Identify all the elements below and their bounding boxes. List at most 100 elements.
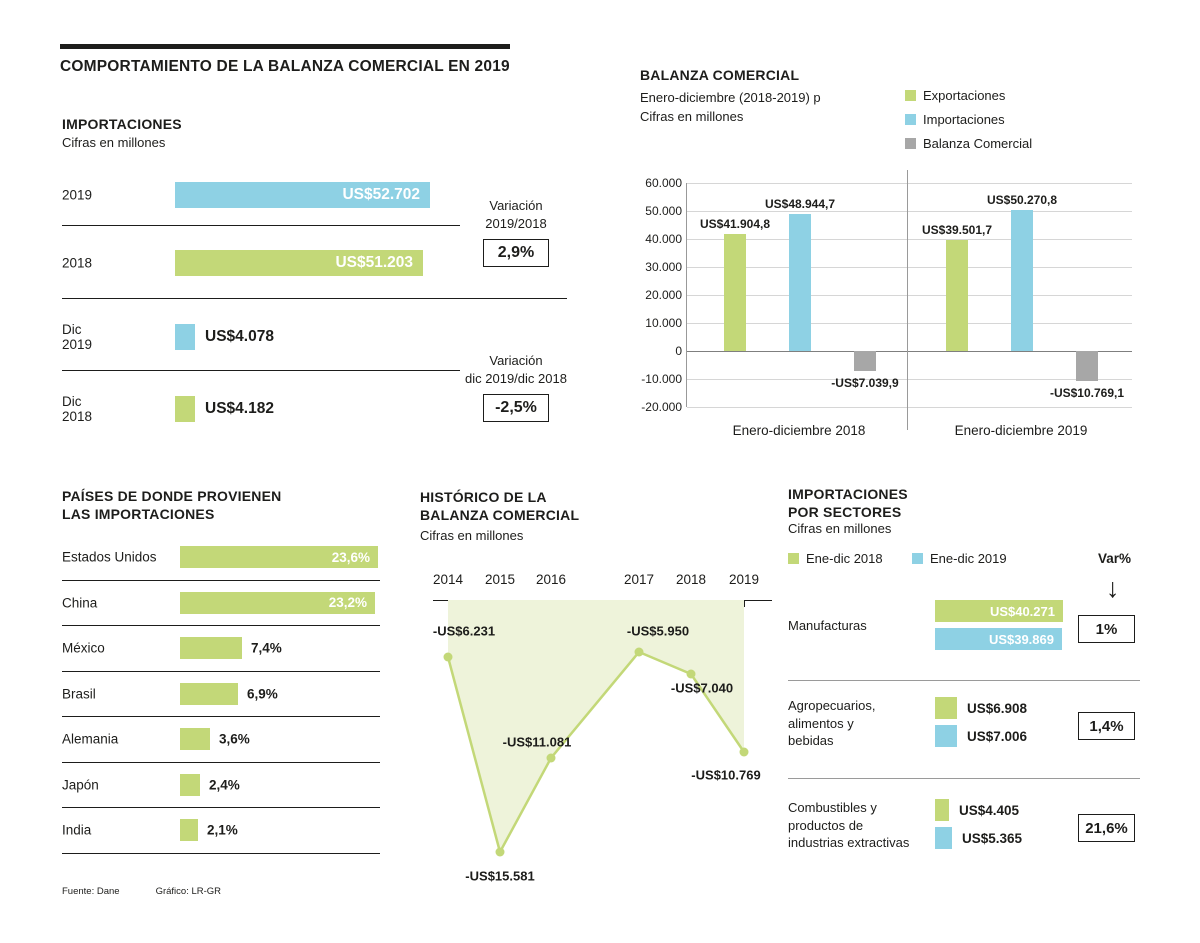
y-axis-tick-label: -10.000 bbox=[641, 372, 682, 386]
bar-value-label: US$50.270,8 bbox=[986, 193, 1058, 207]
year-label-2019: 2019 bbox=[62, 187, 93, 203]
data-point bbox=[739, 747, 749, 757]
country-value: 6,9% bbox=[247, 686, 278, 702]
legend-swatch-ene-dic-2019 bbox=[912, 553, 923, 564]
point-value-label: -US$10.769 bbox=[691, 767, 761, 783]
legend-label-ene-dic-2019: Ene-dic 2019 bbox=[930, 551, 1007, 566]
data-point bbox=[495, 847, 505, 857]
bar-value-label: -US$10.769,1 bbox=[1049, 386, 1125, 400]
sector-bar bbox=[935, 697, 957, 719]
country-label: Alemania bbox=[62, 731, 119, 747]
country-bar: 23,6% bbox=[180, 546, 378, 569]
import-bar-2019: US$52.702 bbox=[175, 182, 430, 208]
y-axis-tick-label: 30.000 bbox=[645, 260, 682, 274]
import-value-dic-2018: US$4.182 bbox=[205, 400, 274, 417]
country-bar bbox=[180, 637, 242, 660]
separator-line bbox=[62, 225, 460, 226]
y-axis-tick-label: 20.000 bbox=[645, 288, 682, 302]
sector-value: US$5.365 bbox=[962, 830, 1023, 846]
sector-bar bbox=[935, 799, 949, 821]
data-point bbox=[546, 753, 556, 763]
sectores-title: IMPORTACIONES POR SECTORES bbox=[788, 486, 908, 521]
sector-row: Combustibles y productos de industrias e… bbox=[788, 799, 1140, 855]
sector-bar: US$40.271 bbox=[935, 600, 1063, 622]
country-bar bbox=[180, 682, 238, 705]
y-axis-tick-label: 40.000 bbox=[645, 232, 682, 246]
country-label: México bbox=[62, 640, 105, 656]
sectores-legend: Ene-dic 2018 Ene-dic 2019 Var% bbox=[788, 551, 1140, 567]
importaciones-subtitle: Cifras en millones bbox=[62, 135, 166, 150]
year-label: 2015 bbox=[484, 572, 516, 587]
panel-importaciones: IMPORTACIONES Cifras en millones 2019 US… bbox=[62, 115, 572, 445]
y-axis-tick-label: 50.000 bbox=[645, 204, 682, 218]
gridline bbox=[687, 351, 1132, 352]
axis-tick bbox=[744, 601, 745, 607]
gridline bbox=[687, 379, 1132, 380]
country-value: 23,6% bbox=[331, 549, 370, 565]
page-title: COMPORTAMIENTO DE LA BALANZA COMERCIAL E… bbox=[60, 58, 510, 75]
sectores-subtitle: Cifras en millones bbox=[788, 521, 892, 536]
down-arrow-icon: ↓ bbox=[1106, 573, 1120, 603]
variation-monthly-label: Variación dic 2019/dic 2018 bbox=[465, 353, 567, 386]
sector-bar bbox=[935, 827, 952, 849]
legend-swatch-importaciones bbox=[905, 114, 916, 125]
country-value: 23,2% bbox=[328, 595, 367, 611]
country-value: 3,6% bbox=[219, 731, 250, 747]
legend-label-importaciones: Importaciones bbox=[923, 112, 1005, 127]
data-point bbox=[634, 647, 644, 657]
gridline bbox=[687, 323, 1132, 324]
variation-monthly-block: Variación dic 2019/dic 2018 -2,5% bbox=[460, 352, 572, 423]
sector-bar bbox=[935, 725, 957, 747]
sector-value: US$39.869 bbox=[988, 631, 1054, 647]
sector-label: Combustibles y productos de industrias e… bbox=[788, 800, 910, 851]
sectores-rows: Manufacturas US$40.271 US$39.869 1% Agropecu… bbox=[788, 485, 1140, 895]
balanza-bar-importaciones bbox=[1011, 210, 1033, 351]
legend-item-balanza: Balanza Comercial bbox=[905, 136, 1032, 151]
variation-annual-block: Variación 2019/2018 2,9% bbox=[460, 197, 572, 268]
point-value-label: -US$11.081 bbox=[502, 734, 572, 750]
sector-label: Agropecuarios, alimentos y bebidas bbox=[788, 698, 876, 749]
var-percent-header: Var% bbox=[1098, 551, 1132, 566]
trend-line bbox=[446, 650, 746, 856]
country-value: 2,4% bbox=[209, 777, 240, 793]
balanza-units: Cifras en millones bbox=[640, 109, 744, 124]
country-label: China bbox=[62, 595, 98, 611]
point-value-label: -US$5.950 bbox=[626, 623, 690, 639]
variation-percent-box: 1,4% bbox=[1078, 712, 1135, 740]
variation-annual-value-box: 2,9% bbox=[483, 239, 549, 268]
year-label: 2018 bbox=[675, 572, 707, 587]
data-point bbox=[443, 652, 453, 662]
sector-row: Manufacturas US$40.271 US$39.869 1% bbox=[788, 600, 1140, 656]
period-label-dic-2019: Dic 2019 bbox=[62, 322, 93, 352]
import-bar-dic-2019 bbox=[175, 324, 195, 350]
country-bar bbox=[180, 773, 200, 796]
sector-label: Manufacturas bbox=[788, 618, 867, 633]
year-label: 2019 bbox=[728, 572, 760, 587]
gridline bbox=[687, 183, 1132, 184]
paises-title: PAÍSES DE DONDE PROVIENEN LAS IMPORTACIO… bbox=[62, 488, 282, 523]
balanza-subtitle: Enero-diciembre (2018-2019) p bbox=[640, 90, 821, 105]
legend-swatch-exportaciones bbox=[905, 90, 916, 101]
legend-label-ene-dic-2018: Ene-dic 2018 bbox=[806, 551, 883, 566]
sector-value: US$7.006 bbox=[967, 728, 1028, 744]
import-value-dic-2019: US$4.078 bbox=[205, 328, 274, 345]
historico-title: HISTÓRICO DE LA BALANZA COMERCIAL bbox=[420, 489, 580, 524]
country-row: Brasil 6,9% bbox=[62, 672, 380, 717]
separator-line bbox=[62, 370, 460, 371]
sector-row: Agropecuarios, alimentos y bebidas US$6.9… bbox=[788, 697, 1140, 753]
legend-item-exportaciones: Exportaciones bbox=[905, 88, 1032, 103]
import-value-2018: US$51.203 bbox=[335, 254, 413, 271]
variation-annual-label: Variación 2019/2018 bbox=[485, 198, 547, 231]
gridline bbox=[687, 295, 1132, 296]
country-row: Alemania 3,6% bbox=[62, 717, 380, 763]
footer: Fuente: Dane Gráfico: LR-GR bbox=[62, 886, 221, 897]
year-label-2018: 2018 bbox=[62, 255, 93, 271]
header-rule bbox=[60, 44, 510, 49]
x-category-enero-diciembre-2019: Enero-diciembre 2019 bbox=[954, 423, 1088, 438]
year-label: 2017 bbox=[623, 572, 655, 587]
y-axis-tick-label: 10.000 bbox=[645, 316, 682, 330]
country-row: México 7,4% bbox=[62, 626, 380, 672]
sector-separator bbox=[788, 680, 1140, 681]
country-bar: 23,2% bbox=[180, 591, 375, 614]
